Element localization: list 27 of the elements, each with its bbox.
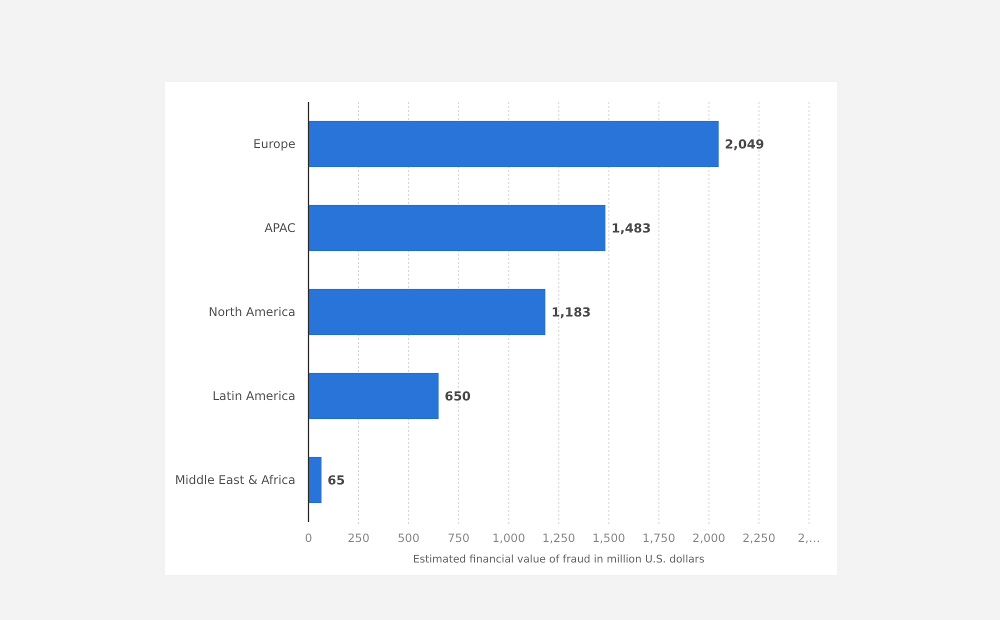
x-axis-title: Estimated financial value of fraud in million U.S. dollars	[413, 554, 704, 566]
bar	[308, 372, 439, 420]
x-tick-label: 2,000	[692, 531, 726, 546]
bar	[308, 456, 322, 504]
data-label: 1,483	[611, 220, 651, 236]
y-tick-label: Middle East & Africa	[174, 473, 296, 488]
data-label: 1,183	[551, 304, 591, 320]
x-tick-label: 500	[398, 531, 420, 546]
x-tick-label: 2,250	[742, 531, 776, 546]
y-tick-label: APAC	[264, 221, 296, 236]
data-label: 650	[444, 388, 472, 404]
y-tick-label: Latin America	[212, 389, 296, 404]
x-tick-label: 750	[448, 531, 470, 546]
x-tick-label: 1,500	[592, 531, 626, 546]
bar	[308, 288, 546, 336]
y-tick-label: Europe	[253, 137, 296, 152]
x-tick-label: 1,000	[492, 531, 526, 546]
data-label: 2,049	[724, 136, 764, 152]
x-tick-label: 1,750	[642, 531, 676, 546]
bar	[308, 120, 719, 168]
bar	[308, 204, 606, 252]
x-tick-label: 2,…	[798, 531, 820, 546]
x-tick-label: 250	[348, 531, 370, 546]
data-label: 65	[328, 472, 345, 488]
x-tick-label: 0	[304, 531, 312, 546]
y-tick-label: North America	[208, 305, 296, 320]
x-tick-label: 1,250	[542, 531, 576, 546]
